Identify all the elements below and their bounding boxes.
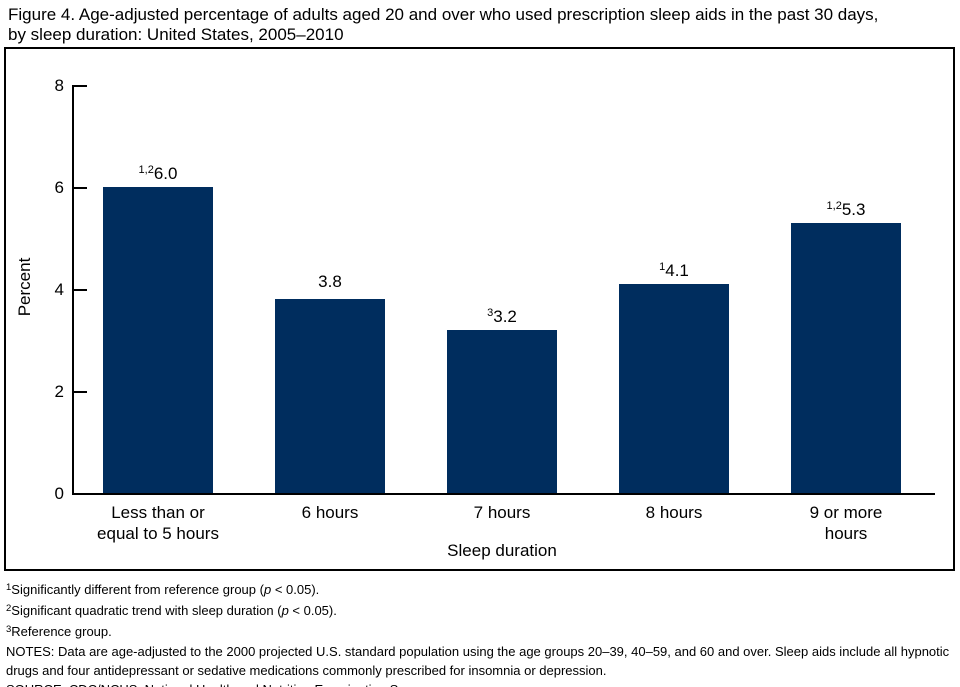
x-axis-category-line: 7 hours — [473, 503, 531, 522]
x-axis-category-label: 9 or more hours — [760, 502, 932, 544]
bar-2 — [275, 299, 385, 493]
footnote-text: < 0.05). — [271, 582, 320, 597]
x-axis-title: Sleep duration — [447, 541, 557, 560]
x-axis-category-label: Less than or equal to 5 hours — [72, 502, 244, 544]
y-axis-tick — [74, 187, 87, 189]
bar-3 — [447, 330, 557, 493]
footnote-text: < 0.05). — [288, 603, 337, 619]
figure-title-line-2: by sleep duration: United States, 2005–2… — [8, 25, 344, 44]
footnote-line: 2Significant quadratic trend with sleep … — [6, 599, 954, 620]
footnote-text: Significant quadratic trend with sleep d… — [11, 603, 282, 619]
footnote-line: 1Significantly different from reference … — [6, 578, 954, 599]
value-superscript: 3 — [487, 307, 494, 319]
footnote-line: 3Reference group. — [6, 620, 954, 641]
footnote-text: Significantly different from reference g… — [11, 582, 264, 597]
footnote-line: NOTES: Data are age-adjusted to the 2000… — [6, 642, 954, 680]
y-axis-tick-label: 0 — [54, 484, 64, 503]
bar-4 — [619, 284, 729, 493]
footnote-marker: 1 — [6, 582, 12, 593]
bar-1 — [103, 187, 213, 493]
x-axis-category-label: 6 hours — [244, 502, 416, 523]
y-axis-tick — [74, 85, 87, 87]
x-axis-category-line: 6 hours — [301, 503, 359, 522]
figure-title: Figure 4. Age-adjusted percentage of adu… — [8, 5, 954, 45]
bar-value-label: 1,26.0 — [72, 159, 244, 183]
bar-value-label: 1,25.3 — [760, 195, 932, 219]
value-text: 3.8 — [318, 272, 342, 291]
footnote-line: SOURCE: CDC/NCHS, National Health and Nu… — [6, 680, 954, 687]
y-axis-tick-label: 4 — [54, 280, 64, 299]
y-axis-line — [72, 85, 74, 495]
x-axis-line — [72, 493, 935, 495]
footnote-text: NOTES: Data are age-adjusted to the 2000… — [6, 643, 950, 678]
value-text: 5.3 — [841, 200, 866, 219]
footnote-text: p — [281, 603, 289, 619]
x-axis-category-line: 8 hours — [645, 503, 703, 522]
y-axis-tick — [74, 289, 87, 291]
footnote-text: p — [263, 582, 272, 597]
value-superscript: 1,2 — [138, 164, 154, 176]
bar-value-label: 33.2 — [416, 302, 588, 326]
footnote-marker: 2 — [6, 603, 12, 615]
x-axis-category-label: 7 hours — [416, 502, 588, 523]
bar-value-label: 3.8 — [244, 271, 416, 293]
footnote-marker: 3 — [6, 624, 12, 636]
value-text: 3.2 — [493, 307, 517, 326]
footnotes: 1Significantly different from reference … — [6, 578, 954, 687]
footnote-text: Reference group. — [11, 624, 112, 640]
y-axis-tick-label: 2 — [54, 382, 64, 401]
bar-5 — [791, 223, 901, 493]
y-axis-tick-label: 6 — [54, 178, 64, 197]
x-axis-category-line: equal to 5 hours — [97, 524, 219, 543]
y-axis-tick — [74, 391, 87, 393]
y-axis-tick-label: 8 — [54, 76, 64, 95]
value-text: 6.0 — [153, 164, 178, 183]
x-axis-category-label: 8 hours — [588, 502, 760, 523]
value-text: 4.1 — [665, 261, 689, 280]
figure-title-line-1: Figure 4. Age-adjusted percentage of adu… — [8, 5, 879, 24]
bar-value-label: 14.1 — [588, 256, 760, 280]
x-axis-category-line: hours — [824, 524, 868, 543]
footnote-text: SOURCE: CDC/NCHS, National Health and Nu… — [6, 682, 433, 687]
x-axis-category-line: Less than or — [111, 503, 205, 522]
value-superscript: 1 — [659, 261, 666, 273]
x-axis-category-line: 9 or more — [809, 503, 883, 522]
value-superscript: 1,2 — [826, 200, 842, 212]
